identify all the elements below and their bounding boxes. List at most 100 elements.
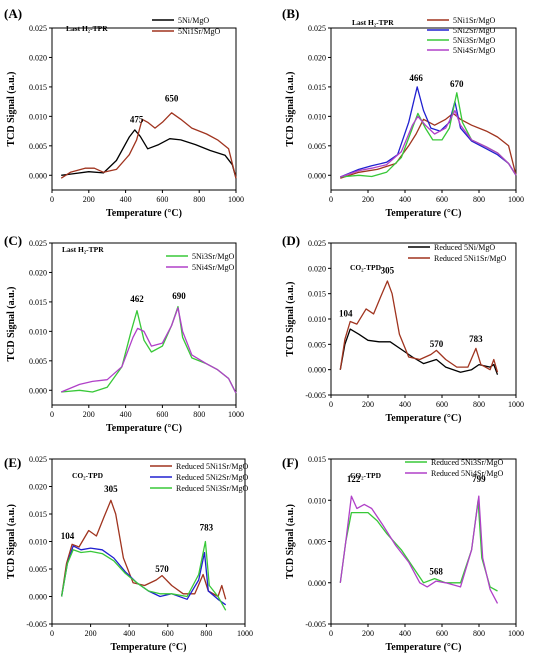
y-tick-label: 0.005 [308, 142, 326, 151]
x-tick-label: 1000 [228, 195, 244, 204]
x-tick-label: 1000 [228, 410, 244, 419]
y-tick-label: 0.015 [308, 83, 326, 92]
x-tick-label: 1000 [237, 629, 253, 638]
plot-frame [51, 27, 237, 191]
x-tick-label: 200 [362, 195, 374, 204]
peak-label: 670 [450, 79, 464, 89]
y-axis-label: TCD Signal (a.u.) [6, 286, 17, 361]
y-tick-label: 0.005 [29, 357, 47, 366]
x-tick-label: 800 [193, 410, 205, 419]
y-tick-label: 0.000 [29, 171, 47, 180]
x-axis-label: Temperature (°C) [106, 208, 182, 219]
x-tick-label: 0 [50, 629, 54, 638]
chart-annotation: CO₂-TPD [72, 471, 104, 480]
y-tick-label: 0.000 [308, 366, 326, 375]
peak-label: 104 [61, 531, 75, 541]
series-line [60, 545, 227, 606]
peak-label: 104 [339, 308, 353, 318]
x-tick-label: 1000 [508, 400, 524, 409]
y-tick-label: 0.020 [308, 264, 326, 273]
y-tick-label: 0.010 [29, 327, 47, 336]
x-tick-label: 400 [399, 400, 411, 409]
y-tick-label: 0.000 [308, 579, 326, 588]
y-tick-label: 0.015 [308, 290, 326, 299]
panel-label: (E) [4, 455, 21, 470]
y-tick-label: -0.005 [305, 620, 326, 629]
x-tick-label: 600 [436, 629, 448, 638]
x-axis-label: Temperature (°C) [386, 208, 462, 219]
legend-label: 5Ni3Sr/MgO [453, 36, 495, 45]
y-tick-label: 0.025 [29, 239, 47, 248]
peak-label: 650 [165, 94, 179, 104]
x-tick-label: 400 [120, 410, 132, 419]
legend-label: Reduced 5Ni3Sr/MgO [176, 484, 248, 493]
y-tick-label: 0.010 [29, 538, 47, 547]
y-axis-label: TCD Signal (a.u.) [6, 71, 17, 146]
series-line [340, 92, 517, 178]
x-tick-label: 800 [193, 195, 205, 204]
y-tick-label: 0.015 [308, 455, 326, 464]
y-tick-label: 0.000 [29, 593, 47, 602]
x-tick-label: 1000 [508, 195, 524, 204]
series-line [340, 112, 517, 179]
x-tick-label: 1000 [508, 629, 524, 638]
y-tick-label: 0.005 [308, 538, 326, 547]
peak-label: 570 [430, 339, 444, 349]
x-tick-label: 0 [329, 400, 333, 409]
x-tick-label: 600 [436, 400, 448, 409]
legend-label: Reduced 5Ni2Sr/MgO [176, 473, 248, 482]
x-tick-label: 600 [436, 195, 448, 204]
x-tick-label: 400 [399, 629, 411, 638]
legend-label: Reduced 5Ni1Sr/MgO [176, 462, 248, 471]
peak-label: 475 [130, 114, 144, 124]
y-tick-label: 0.025 [29, 455, 47, 464]
chart-panel: (E) 0 200 400 600 800 1000 -0.005 0.000 0.005 0.01… [4, 455, 253, 653]
chart-annotation: Last H₂-TPR [66, 24, 108, 33]
y-tick-label: 0.020 [308, 53, 326, 62]
peak-label: 122 [347, 474, 361, 484]
x-tick-label: 200 [362, 400, 374, 409]
x-tick-label: 200 [85, 629, 97, 638]
x-tick-label: 800 [200, 629, 212, 638]
y-tick-label: 0.020 [29, 53, 47, 62]
y-tick-label: 0.015 [29, 298, 47, 307]
x-tick-label: 400 [123, 629, 135, 638]
legend-label: 5Ni3Sr/MgO [192, 252, 234, 261]
peak-label: 690 [172, 291, 186, 301]
chart-annotation: CO₂-TPD [350, 471, 382, 480]
y-tick-label: 0.025 [308, 24, 326, 33]
chart-panel: (A) 0 200 400 600 800 1000 0.000 0.005 0.010 0.015… [4, 6, 244, 219]
x-tick-label: 600 [162, 629, 174, 638]
x-tick-label: 800 [473, 400, 485, 409]
series-line [60, 499, 227, 600]
y-tick-label: 0.025 [29, 24, 47, 33]
chart-annotation: CO₂-TPD [350, 263, 382, 272]
chart-panel: (B) 0 200 400 600 800 1000 0.000 0.005 0.010 0.015… [282, 6, 524, 219]
plot-frame [330, 27, 517, 191]
legend-label: 5Ni1Sr/MgO [453, 16, 495, 25]
legend-label: Reduced 5Ni/MgO [434, 243, 495, 252]
x-tick-label: 600 [156, 195, 168, 204]
x-tick-label: 600 [156, 410, 168, 419]
y-tick-label: 0.005 [29, 142, 47, 151]
chart-panel: (D) 0 200 400 600 800 1000 -0.005 0.000 0.005 0.01… [282, 233, 524, 424]
peak-label: 462 [130, 294, 144, 304]
series-line [340, 86, 517, 178]
y-tick-label: 0.010 [308, 496, 326, 505]
chart-annotation: Last H₂-TPR [352, 18, 394, 27]
y-tick-label: -0.005 [305, 391, 326, 400]
x-tick-label: 400 [399, 195, 411, 204]
panel-label: (B) [282, 6, 299, 21]
y-tick-label: 0.005 [308, 340, 326, 349]
series-line [61, 129, 237, 179]
x-tick-label: 0 [329, 195, 333, 204]
y-axis-label: TCD Signal (a.u.) [285, 281, 296, 356]
series-line [339, 280, 499, 373]
series-line [60, 112, 237, 179]
legend-label: 5Ni2Sr/MgO [453, 26, 495, 35]
legend-label: Reduced 5Ni4Sr/MgO [431, 469, 503, 478]
chart-panel: (F) 0 200 400 600 800 1000 -0.005 0.000 0.005 0.01… [282, 455, 524, 653]
x-axis-label: Temperature (°C) [106, 423, 182, 434]
y-tick-label: 0.015 [29, 83, 47, 92]
y-axis-label: TCD Signal (a.u.) [285, 504, 296, 579]
